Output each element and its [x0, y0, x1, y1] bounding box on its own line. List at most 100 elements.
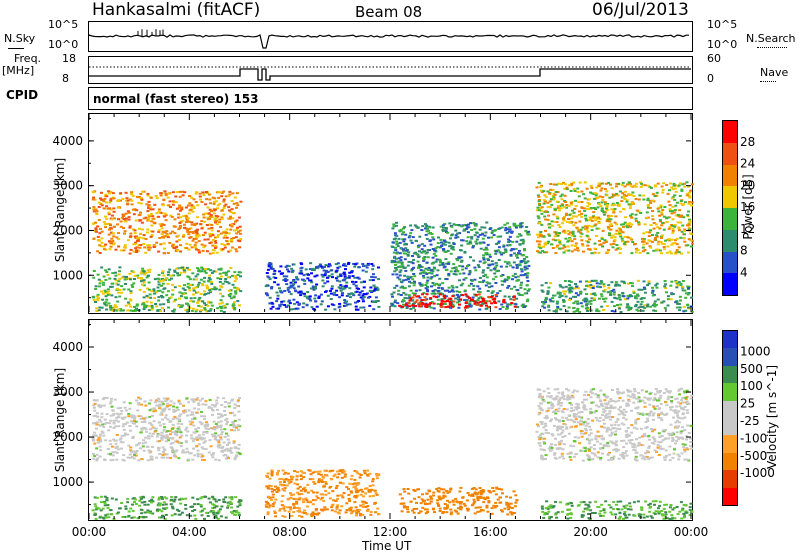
echo-cell	[207, 497, 211, 500]
echo-cell	[235, 250, 239, 253]
echo-cell	[195, 430, 199, 433]
echo-cell	[683, 228, 687, 231]
echo-cell	[671, 196, 675, 199]
echo-cell	[302, 472, 306, 474]
echo-cell	[117, 448, 120, 451]
echo-cell	[188, 289, 192, 292]
echo-cell	[273, 511, 277, 514]
echo-cell	[592, 211, 596, 214]
echo-cell	[104, 516, 108, 519]
echo-cell	[217, 196, 221, 199]
echo-cell	[683, 289, 687, 292]
echo-cell	[463, 228, 466, 231]
echo-cell	[614, 232, 618, 235]
echo-cell	[227, 457, 230, 460]
echo-cell	[178, 436, 182, 439]
echo-cell	[106, 273, 110, 276]
echo-cell	[465, 298, 469, 301]
echo-cell	[208, 242, 212, 245]
echo-cell	[335, 289, 339, 292]
echo-cell	[628, 203, 632, 206]
echo-cell	[571, 209, 575, 212]
echo-cell	[366, 474, 370, 477]
echo-cell	[101, 298, 105, 301]
echo-cell	[155, 399, 158, 402]
echo-cell	[562, 251, 566, 254]
echo-cell	[436, 303, 440, 305]
echo-cell	[659, 220, 662, 223]
echo-cell	[451, 267, 455, 270]
echo-cell	[111, 451, 115, 454]
echo-cell	[95, 230, 98, 233]
echo-cell	[269, 307, 273, 310]
echo-cell	[520, 225, 524, 228]
echo-cell	[104, 215, 107, 218]
echo-cell	[341, 288, 345, 291]
echo-cell	[361, 500, 365, 503]
echo-cell	[339, 470, 343, 473]
echo-cell	[563, 231, 567, 234]
echo-cell	[217, 459, 221, 462]
echo-cell	[268, 278, 272, 281]
echo-cell	[488, 282, 492, 285]
echo-cell	[648, 231, 652, 234]
echo-cell	[408, 276, 412, 279]
freq-right-legend-line	[760, 81, 776, 82]
noise-right-legend-line	[757, 47, 787, 48]
echo-cell	[123, 244, 127, 247]
echo-cell	[632, 195, 636, 197]
echo-cell	[655, 235, 659, 238]
echo-cell	[163, 190, 167, 193]
echo-cell	[632, 290, 636, 293]
echo-cell	[239, 200, 243, 203]
power-echo-group	[91, 181, 694, 313]
echo-cell	[100, 191, 103, 194]
echo-cell	[680, 285, 684, 288]
echo-cell	[351, 483, 355, 486]
echo-cell	[507, 261, 511, 264]
echo-cell	[207, 268, 210, 271]
echo-cell	[213, 217, 217, 220]
echo-cell	[222, 271, 226, 274]
echo-cell	[226, 243, 230, 246]
echo-cell	[208, 278, 212, 281]
echo-cell	[182, 404, 185, 407]
echo-cell	[135, 239, 139, 242]
echo-cell	[265, 505, 269, 508]
echo-cell	[100, 230, 104, 233]
echo-cell	[567, 249, 571, 252]
echo-cell	[451, 295, 455, 298]
echo-cell	[331, 469, 335, 472]
echo-cell	[135, 249, 139, 252]
echo-cell	[463, 299, 467, 302]
noise-right-label: N.Search	[746, 32, 796, 45]
echo-cell	[375, 493, 379, 496]
echo-cell	[520, 281, 523, 284]
echo-cell	[457, 295, 461, 298]
echo-cell	[547, 240, 551, 243]
echo-cell	[402, 287, 406, 290]
echo-cell	[426, 290, 430, 293]
echo-cell	[186, 310, 190, 313]
echo-cell	[167, 408, 171, 411]
echo-cell	[431, 226, 435, 229]
echo-cell	[231, 304, 235, 307]
echo-cell	[472, 222, 476, 224]
echo-cell	[432, 266, 436, 269]
echo-cell	[99, 202, 103, 205]
echo-cell	[214, 435, 218, 438]
echo-cell	[237, 500, 241, 503]
echo-cell	[675, 286, 679, 289]
echo-cell	[223, 306, 227, 309]
echo-cell	[109, 400, 113, 403]
echo-cell	[219, 428, 223, 431]
echo-cell	[546, 205, 550, 208]
echo-cell	[549, 183, 553, 185]
echo-cell	[199, 305, 203, 308]
echo-cell	[522, 257, 526, 260]
echo-cell	[421, 293, 424, 296]
echo-cell	[208, 309, 212, 312]
echo-cell	[153, 203, 157, 206]
echo-cell	[363, 501, 367, 504]
echo-cell	[671, 242, 675, 245]
